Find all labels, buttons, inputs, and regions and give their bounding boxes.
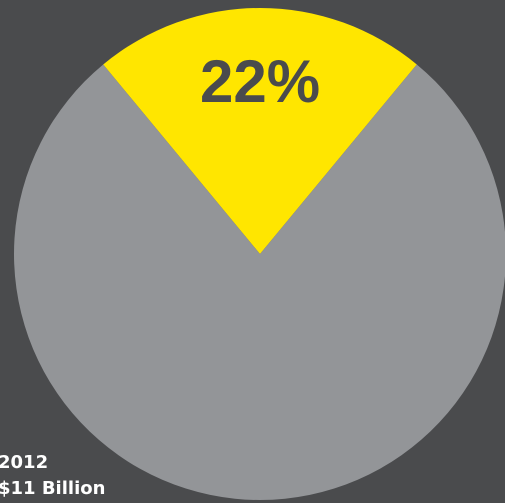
- pie-slice-0: [103, 7, 417, 254]
- slice-value-label: 22%: [200, 48, 320, 115]
- year-label: 2012: [0, 452, 49, 473]
- total-label: $11 Billion: [0, 478, 106, 499]
- pie-slice-1: [14, 64, 505, 500]
- pie-slices: [14, 7, 505, 500]
